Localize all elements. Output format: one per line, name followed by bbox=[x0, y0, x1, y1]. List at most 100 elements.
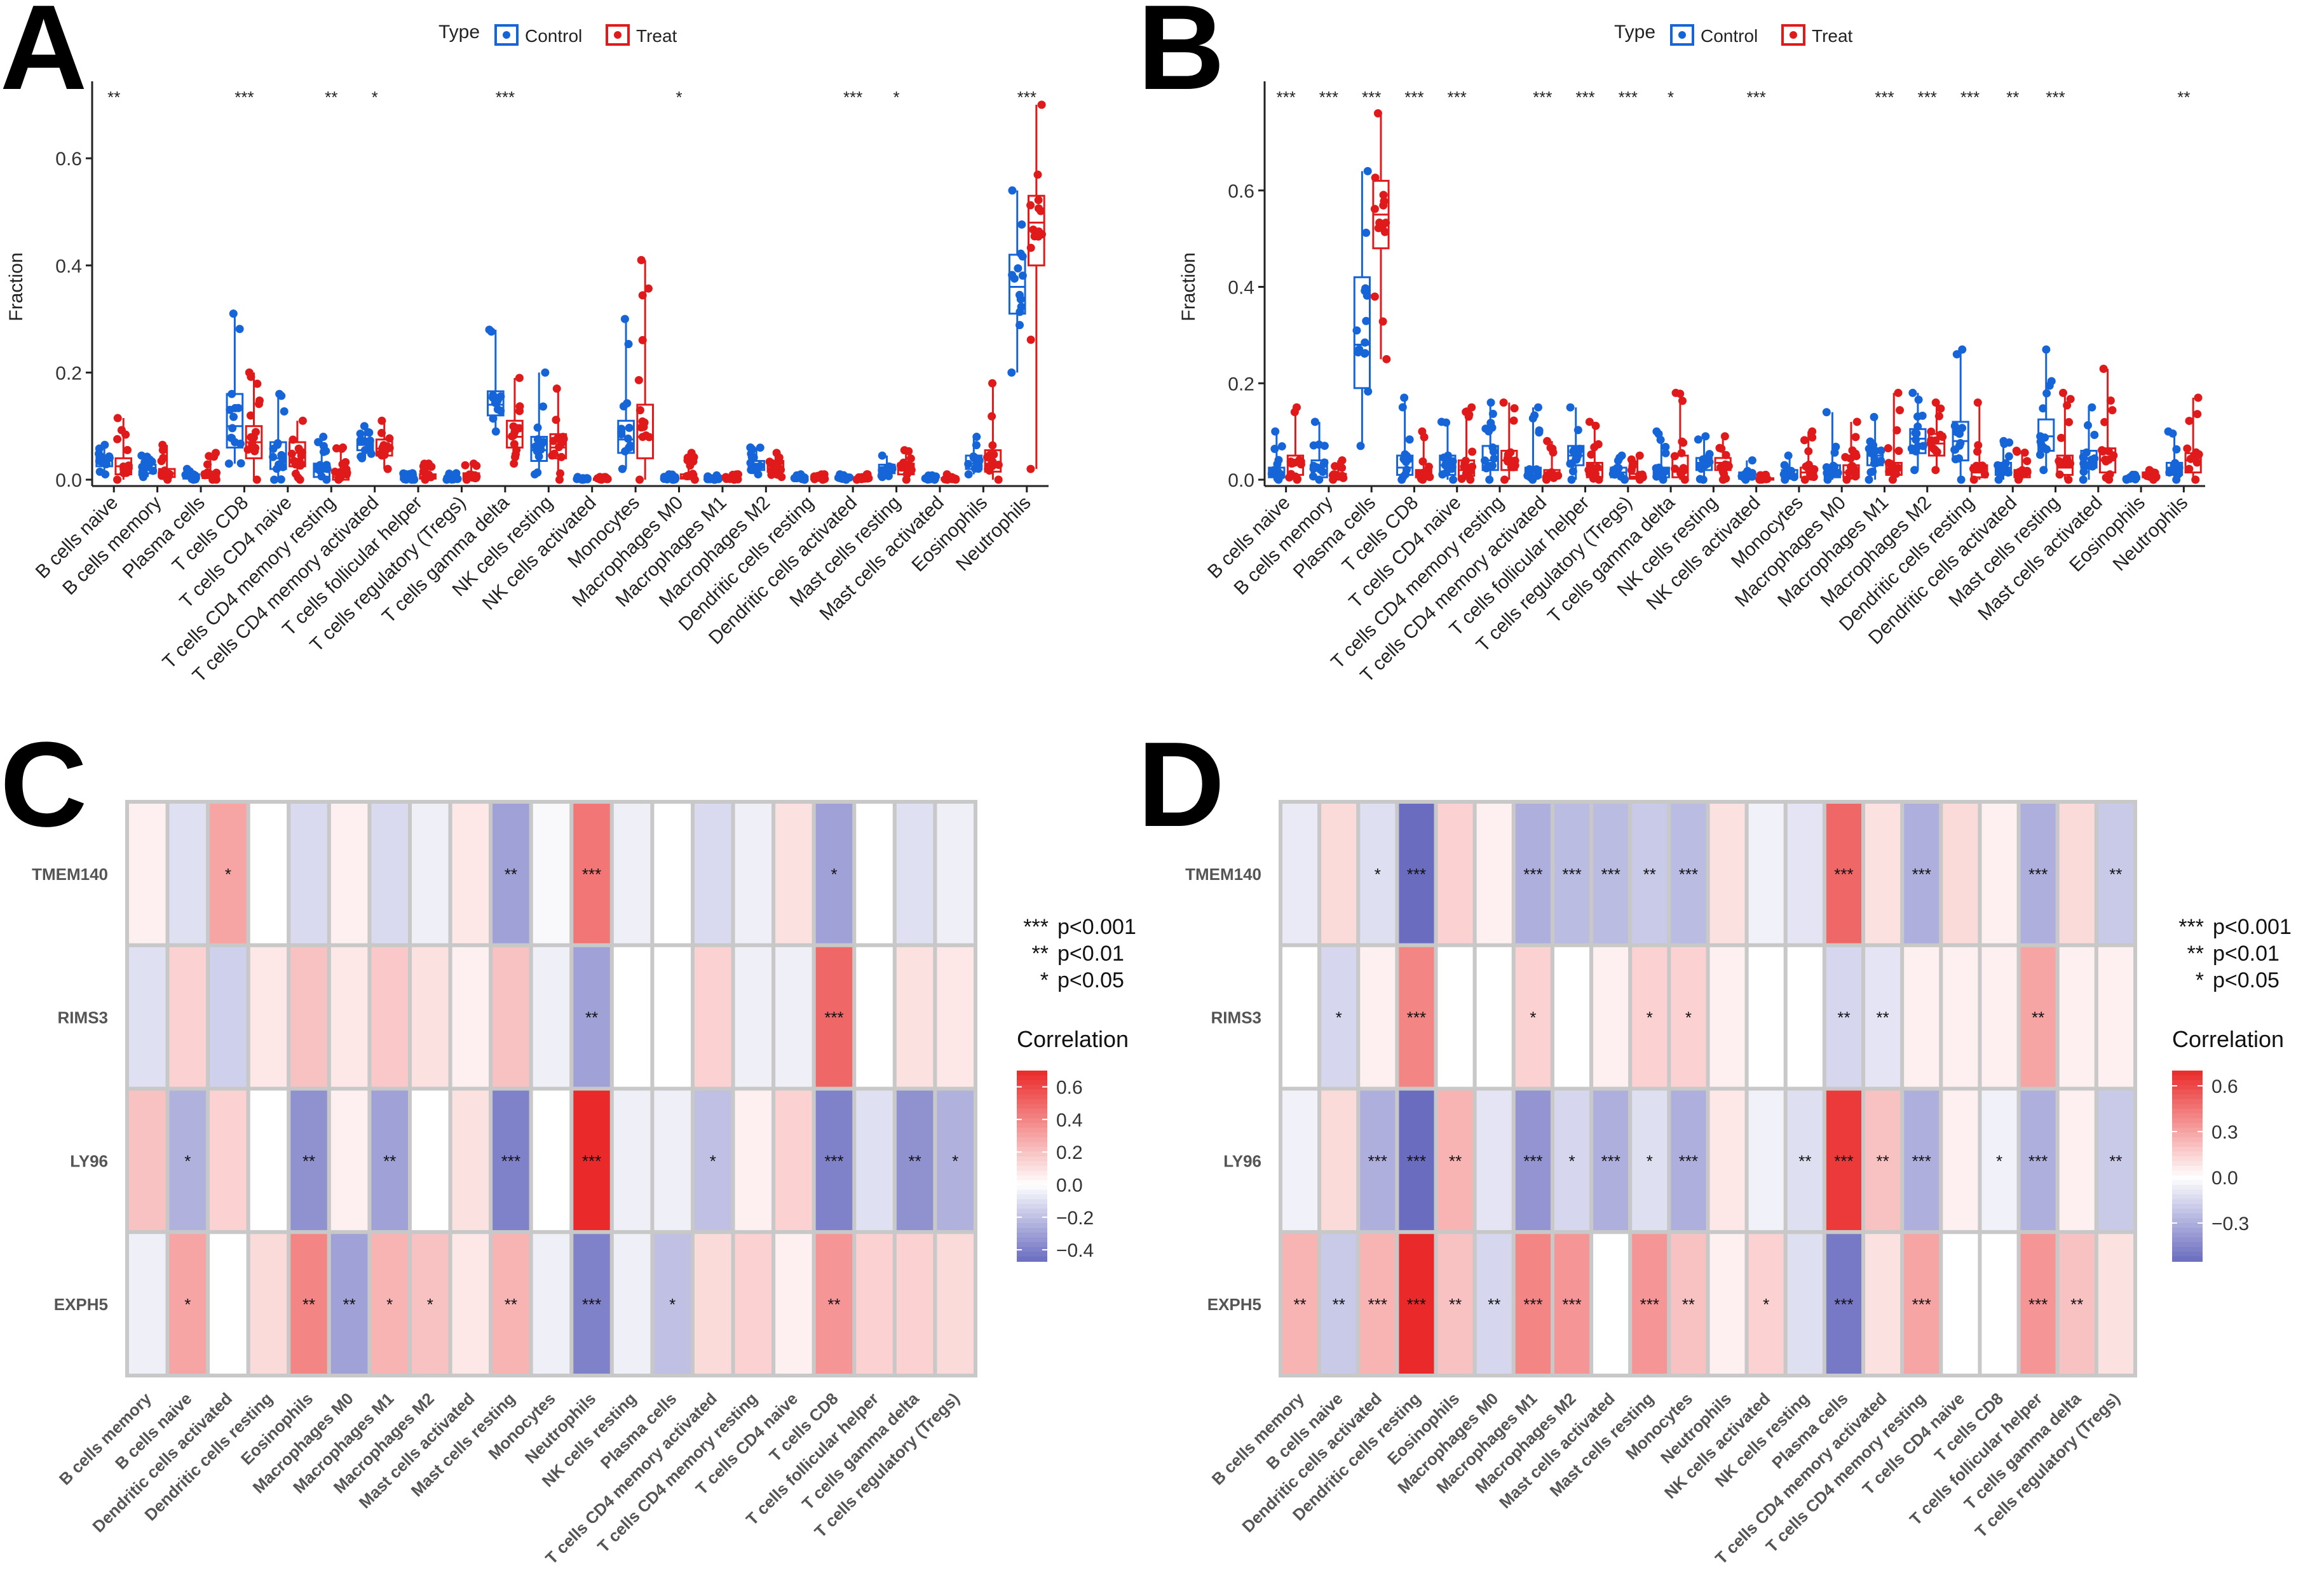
heatmap-cell-exph5-macrophages-m1 bbox=[1511, 1230, 1554, 1377]
data-point-treat bbox=[254, 400, 263, 409]
colorbar-segment bbox=[1017, 1085, 1047, 1090]
data-point-treat bbox=[1331, 462, 1340, 471]
data-point-treat bbox=[252, 475, 261, 484]
cell-significance: ** bbox=[1449, 1295, 1462, 1314]
data-point-treat bbox=[1418, 470, 1427, 478]
data-point-control bbox=[95, 449, 104, 458]
colorbar-segment bbox=[1017, 1123, 1047, 1128]
colorbar-segment bbox=[1017, 1099, 1047, 1105]
cell-significance: *** bbox=[1368, 1295, 1387, 1314]
data-point-control bbox=[140, 458, 149, 467]
data-point-treat bbox=[2020, 448, 2029, 457]
cell-significance: *** bbox=[582, 1295, 601, 1314]
cell-significance: * bbox=[1647, 1151, 1653, 1170]
heatmap-cell-rims3-nk-cells-resting bbox=[609, 943, 655, 1091]
significance-mark: * bbox=[372, 88, 378, 107]
data-point-control bbox=[1485, 475, 1494, 484]
heatmap-cell-ly96-monocytes bbox=[1667, 1086, 1710, 1234]
cell-significance: *** bbox=[582, 1151, 601, 1170]
data-point-control bbox=[1399, 473, 1408, 482]
colorbar-tick-label: 0.4 bbox=[1056, 1110, 1083, 1131]
data-point-control bbox=[269, 444, 278, 453]
colorbar-segment bbox=[2172, 1128, 2203, 1133]
heatmap-cell-tmem140-mast-cells-activated bbox=[448, 800, 493, 947]
data-point-control bbox=[1309, 464, 1318, 473]
colorbar-segment bbox=[1017, 1247, 1047, 1252]
heatmap-cell-tmem140-t-cells-cd4-naive bbox=[1939, 800, 1982, 947]
data-point-control bbox=[1400, 393, 1409, 402]
significance-mark: * bbox=[893, 88, 900, 107]
data-point-control bbox=[276, 475, 285, 484]
data-point-treat bbox=[1594, 440, 1603, 449]
data-point-treat bbox=[907, 466, 916, 475]
data-point-control bbox=[1952, 428, 1961, 436]
data-point-treat bbox=[2066, 395, 2075, 403]
data-point-treat bbox=[684, 471, 693, 480]
data-point-control bbox=[1748, 469, 1756, 478]
data-point-control bbox=[2035, 450, 2044, 459]
data-point-control bbox=[1484, 427, 1493, 436]
y-axis-label: Fraction bbox=[6, 252, 27, 321]
data-point-control bbox=[1784, 466, 1793, 475]
data-point-treat bbox=[984, 464, 993, 473]
data-point-control bbox=[1701, 432, 1710, 441]
heatmap-cell-ly96-mast-cells-activated bbox=[1589, 1086, 1633, 1234]
data-point-control bbox=[236, 459, 245, 468]
data-point-control bbox=[356, 436, 365, 445]
legend-key-treat bbox=[1781, 24, 1805, 46]
data-point-control bbox=[1535, 428, 1544, 437]
heatmap-cell-ly96-t-cells-cd4-memory-resting bbox=[731, 1086, 776, 1234]
cell-significance: ** bbox=[383, 1151, 396, 1170]
sig-legend-stars: ** bbox=[2187, 942, 2204, 966]
y-tick-label: 0.0 bbox=[55, 470, 82, 491]
sig-legend-text: p<0.001 bbox=[1057, 915, 1136, 939]
data-point-treat bbox=[1679, 438, 1688, 447]
data-point-treat bbox=[510, 459, 519, 468]
data-point-treat bbox=[1500, 475, 1509, 484]
data-point-control bbox=[1361, 338, 1369, 347]
data-point-control bbox=[270, 475, 279, 484]
cell-significance: * bbox=[1336, 1008, 1342, 1027]
data-point-control bbox=[708, 475, 717, 484]
colorbar-segment bbox=[2172, 1242, 2203, 1248]
heatmap-cell-ly96-macrophages-m0 bbox=[1472, 1086, 1516, 1234]
data-point-control bbox=[756, 443, 764, 452]
significance-mark: *** bbox=[1746, 88, 1765, 107]
legend-label-control: Control bbox=[525, 26, 582, 46]
data-point-control bbox=[1955, 454, 1964, 463]
cell-significance: ** bbox=[302, 1151, 315, 1170]
data-point-treat bbox=[1295, 456, 1304, 464]
heatmap-cell-tmem140-t-cells-gamma-delta bbox=[2055, 800, 2098, 947]
cell-significance: ** bbox=[505, 1295, 517, 1314]
data-point-control bbox=[1405, 435, 1414, 444]
colorbar-segment bbox=[1017, 1137, 1047, 1143]
data-point-treat bbox=[1894, 388, 1903, 397]
data-point-treat bbox=[1927, 427, 1936, 436]
colorbar-segment bbox=[2172, 1180, 2203, 1186]
heatmap-cell-ly96-t-cells-cd4-memory-activated bbox=[1861, 1086, 1905, 1234]
heatmap-cell-ly96-b-cells-memory bbox=[1279, 1086, 1322, 1234]
data-point-treat bbox=[1378, 317, 1387, 326]
data-point-treat bbox=[689, 457, 698, 466]
data-point-treat bbox=[1034, 204, 1043, 213]
significance-mark: *** bbox=[1575, 88, 1594, 107]
data-point-control bbox=[1274, 456, 1283, 464]
colorbar-segment bbox=[1017, 1156, 1047, 1162]
data-point-treat bbox=[472, 461, 481, 470]
data-point-treat bbox=[203, 460, 212, 469]
data-point-treat bbox=[1026, 335, 1035, 344]
data-point-control bbox=[487, 327, 496, 336]
data-point-treat bbox=[1547, 468, 1556, 477]
data-point-treat bbox=[2106, 396, 2115, 405]
data-point-control bbox=[367, 449, 376, 458]
data-point-treat bbox=[637, 255, 646, 264]
cell-significance: *** bbox=[1679, 865, 1698, 884]
heatmap-cell-tmem140-dendritic-cells-activated bbox=[1356, 800, 1399, 947]
data-point-control bbox=[1958, 345, 1967, 354]
cell-significance: *** bbox=[1601, 865, 1620, 884]
cell-significance: * bbox=[1530, 1008, 1536, 1027]
heatmap-cell-rims3-nk-cells-resting bbox=[1783, 943, 1826, 1091]
data-point-control bbox=[1830, 463, 1839, 471]
